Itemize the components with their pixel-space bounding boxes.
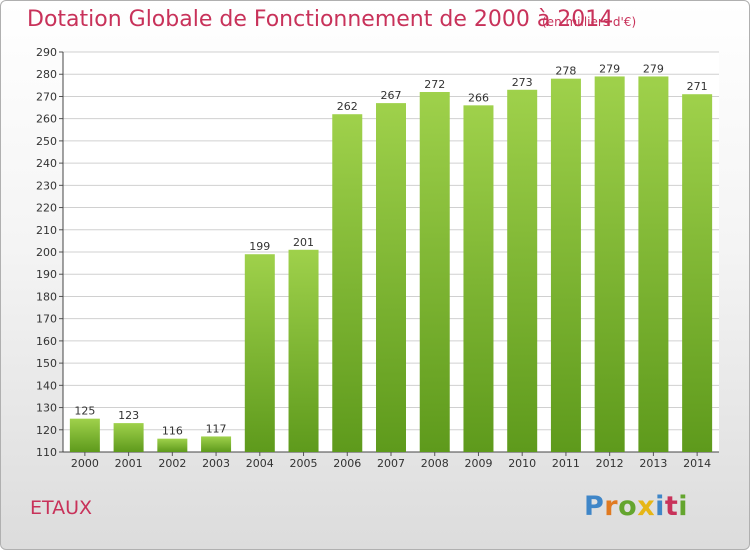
proxiti-logo: Proxiti — [584, 491, 689, 522]
x-tick-label: 2011 — [552, 457, 580, 470]
y-tick-label: 210 — [36, 224, 57, 237]
y-tick-label: 260 — [36, 113, 57, 126]
bar — [682, 94, 713, 452]
bar-value-label: 201 — [293, 236, 314, 249]
bar — [288, 249, 319, 452]
bar — [332, 114, 363, 452]
bar-value-label: 279 — [643, 62, 664, 75]
bar-value-label: 117 — [206, 422, 227, 435]
y-tick-label: 150 — [36, 357, 57, 370]
bar — [69, 418, 100, 452]
x-tick-label: 2008 — [421, 457, 449, 470]
bar — [463, 105, 494, 452]
bar-value-label: 272 — [424, 78, 445, 91]
y-tick-label: 290 — [36, 46, 57, 59]
bar — [419, 92, 450, 452]
y-tick-label: 280 — [36, 68, 57, 81]
y-tick-label: 250 — [36, 135, 57, 148]
y-tick-label: 220 — [36, 202, 57, 215]
chart-unit: (en milliers d'€) — [542, 15, 637, 29]
x-tick-label: 2012 — [596, 457, 624, 470]
bar — [638, 76, 669, 452]
bar — [244, 254, 275, 452]
x-tick-label: 2004 — [246, 457, 274, 470]
x-tick-label: 2001 — [115, 457, 143, 470]
y-tick-label: 160 — [36, 335, 57, 348]
y-tick-label: 240 — [36, 157, 57, 170]
y-tick-label: 180 — [36, 290, 57, 303]
bar-value-label: 199 — [249, 240, 270, 253]
y-tick-label: 130 — [36, 402, 57, 415]
x-tick-label: 2000 — [71, 457, 99, 470]
y-tick-label: 140 — [36, 379, 57, 392]
bar — [507, 89, 538, 453]
bar — [157, 438, 188, 452]
bar — [113, 423, 144, 452]
x-tick-label: 2006 — [333, 457, 361, 470]
bar-value-label: 267 — [381, 89, 402, 102]
chart-title: Dotation Globale de Fonctionnement de 20… — [27, 7, 614, 32]
y-tick-label: 190 — [36, 268, 57, 281]
bar-value-label: 278 — [555, 65, 576, 78]
bar-value-label: 271 — [687, 80, 708, 93]
bar-value-label: 123 — [118, 409, 139, 422]
y-tick-label: 230 — [36, 179, 57, 192]
bar — [550, 78, 581, 453]
y-tick-label: 200 — [36, 246, 57, 259]
y-tick-label: 170 — [36, 313, 57, 326]
bar-value-label: 273 — [512, 76, 533, 89]
bar-value-label: 266 — [468, 91, 489, 104]
y-tick-label: 270 — [36, 90, 57, 103]
bar-value-label: 279 — [599, 62, 620, 75]
bar-value-label: 125 — [74, 405, 95, 418]
x-tick-label: 2002 — [158, 457, 186, 470]
x-tick-label: 2009 — [464, 457, 492, 470]
x-tick-label: 2013 — [639, 457, 667, 470]
x-tick-label: 2003 — [202, 457, 230, 470]
commune-name: ETAUX — [30, 497, 93, 519]
x-tick-label: 2014 — [683, 457, 711, 470]
bar — [201, 436, 232, 452]
bar — [594, 76, 625, 452]
bar-value-label: 262 — [337, 100, 358, 113]
bar — [376, 103, 406, 452]
x-tick-label: 2010 — [508, 457, 536, 470]
y-tick-label: 110 — [36, 446, 57, 459]
x-tick-label: 2007 — [377, 457, 405, 470]
bar-value-label: 116 — [162, 425, 183, 438]
x-tick-label: 2005 — [290, 457, 318, 470]
y-tick-label: 120 — [36, 424, 57, 437]
